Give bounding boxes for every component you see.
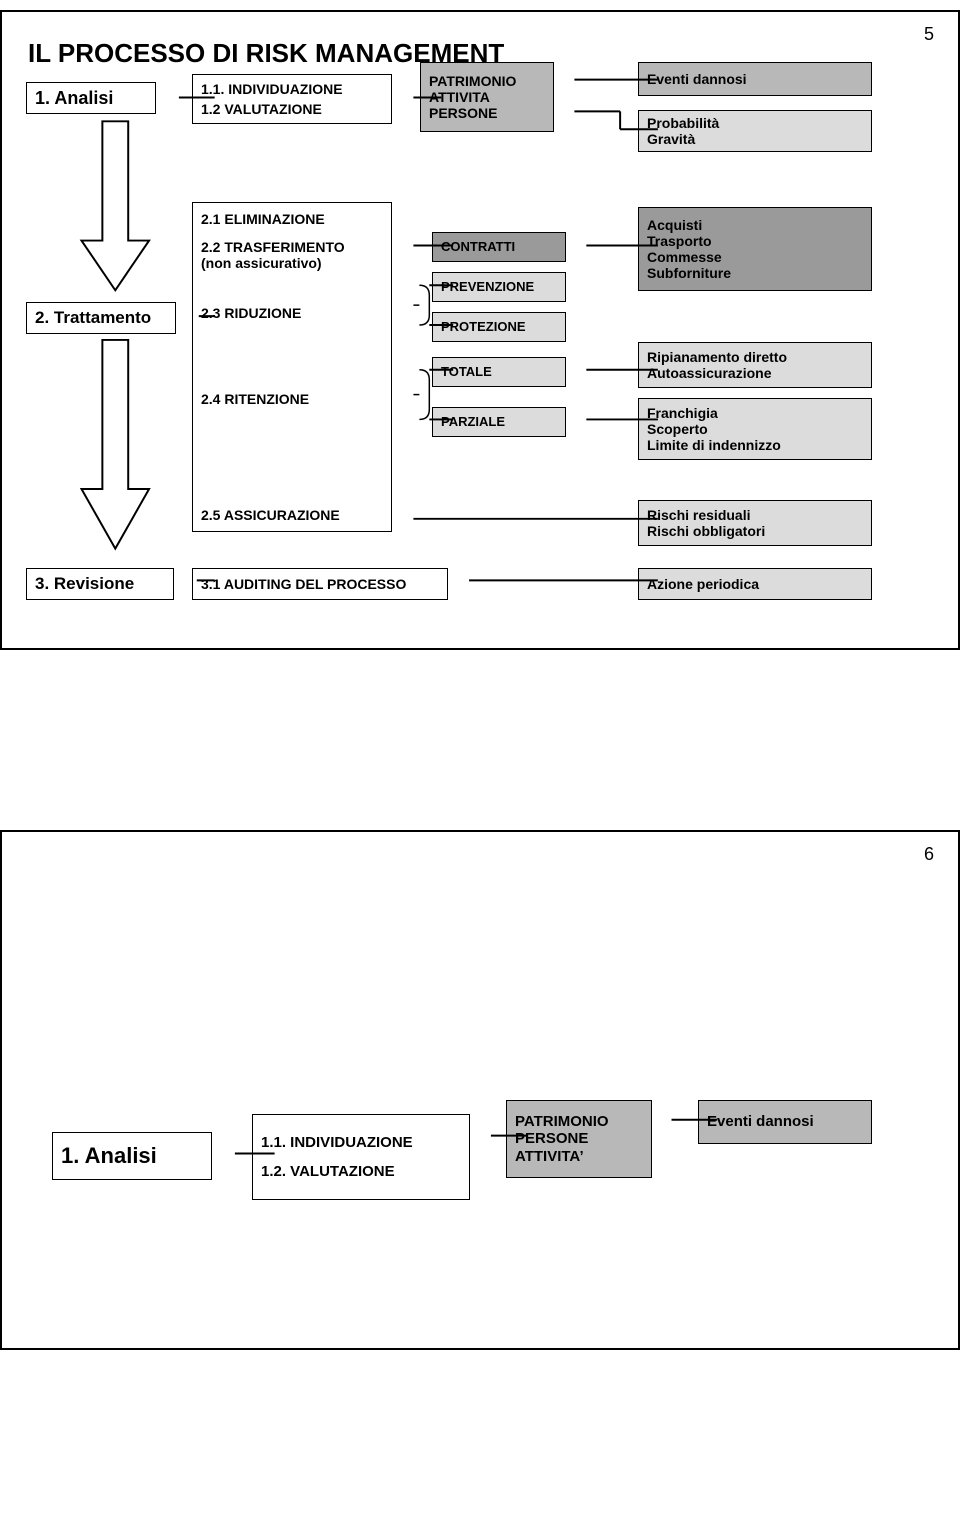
box-2x: 2.1 ELIMINAZIONE 2.2 TRASFERIMENTO (non … xyxy=(192,202,392,532)
box-rischi: Rischi residuali Rischi obbligatori xyxy=(638,500,872,546)
connectors-slide6 xyxy=(2,832,958,1348)
label-assic: 2.5 ASSICURAZIONE xyxy=(201,507,340,523)
box-trattamento: 2. Trattamento xyxy=(26,302,176,334)
box-patrimonio: PATRIMONIO ATTIVITA PERSONE xyxy=(420,62,554,132)
s6-11-12: 1.1. INDIVIDUAZIONE 1.2. VALUTAZIONE xyxy=(252,1114,470,1200)
box-parziale: PARZIALE xyxy=(432,407,566,437)
label-trasfer: 2.2 TRASFERIMENTO (non assicurativo) xyxy=(201,239,345,271)
s6-patrimonio: PATRIMONIO PERSONE ATTIVITA’ xyxy=(506,1100,652,1178)
box-azione: Azione periodica xyxy=(638,568,872,600)
box-revisione: 3. Revisione xyxy=(26,568,174,600)
s6-analisi: 1. Analisi xyxy=(52,1132,212,1180)
box-franch: Franchigia Scoperto Limite di indennizzo xyxy=(638,398,872,460)
box-ripian: Ripianamento diretto Autoassicurazione xyxy=(638,342,872,388)
box-eventi: Eventi dannosi xyxy=(638,62,872,96)
label-ritenz: 2.4 RITENZIONE xyxy=(201,391,309,407)
box-protezione: PROTEZIONE xyxy=(432,312,566,342)
s6-individuazione: 1.1. INDIVIDUAZIONE xyxy=(261,1134,413,1151)
s6-eventi: Eventi dannosi xyxy=(698,1100,872,1144)
label-individuazione: 1.1. INDIVIDUAZIONE xyxy=(201,81,343,97)
box-contratti: CONTRATTI xyxy=(432,232,566,262)
label-riduz: 2.3 RIDUZIONE xyxy=(201,305,301,321)
label-eliminaz: 2.1 ELIMINAZIONE xyxy=(201,211,325,227)
box-acq: Acquisti Trasporto Commesse Subforniture xyxy=(638,207,872,291)
label-valutazione: 1.2 VALUTAZIONE xyxy=(201,101,322,117)
box-11-12: 1.1. INDIVIDUAZIONE 1.2 VALUTAZIONE xyxy=(192,74,392,124)
box-analisi: 1. Analisi xyxy=(26,82,156,114)
pagenum-5: 5 xyxy=(924,24,934,45)
slide-5: 5 IL PROCESSO DI RISK MANAGEMENT 1. Anal… xyxy=(0,10,960,650)
slide-6: 6 1. Analisi 1.1. INDIVIDUAZIONE 1.2. VA… xyxy=(0,830,960,1350)
box-totale: TOTALE xyxy=(432,357,566,387)
s6-valutazione: 1.2. VALUTAZIONE xyxy=(261,1163,395,1180)
box-prob: Probabilità Gravità xyxy=(638,110,872,152)
box-prevenzione: PREVENZIONE xyxy=(432,272,566,302)
box-audit: 3.1 AUDITING DEL PROCESSO xyxy=(192,568,448,600)
pagenum-6: 6 xyxy=(924,844,934,865)
